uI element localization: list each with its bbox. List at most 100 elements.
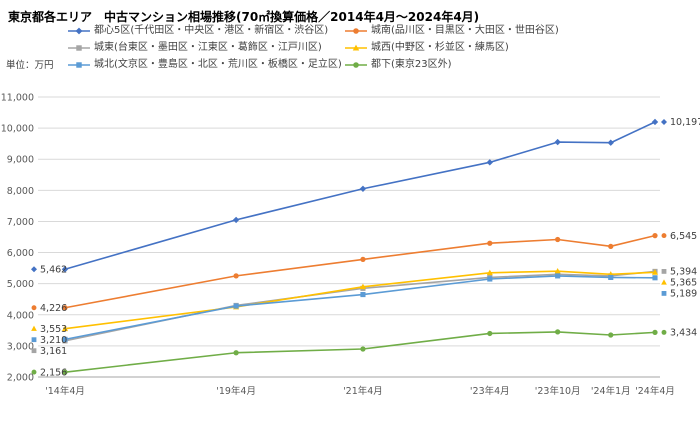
series-3 <box>61 268 659 332</box>
circle-marker-icon <box>555 236 561 243</box>
square-marker-icon <box>62 336 68 342</box>
series-4 <box>62 273 658 342</box>
y-axis-unit-label: 単位：万円 <box>6 60 54 71</box>
y-tick-label: 8,000 <box>7 186 34 197</box>
x-axis-labels: '14年4月 '19年4月 '21年4月 '23年4月 '23年10月 '24年1月 '24… <box>45 385 675 397</box>
square-marker-icon <box>76 62 82 68</box>
legend-item: 城東(台東区・墨田区・江東区・葛飾区・江戸川区) <box>68 42 345 54</box>
series-line <box>64 270 656 342</box>
circle-marker-icon <box>233 273 239 279</box>
x-tick-label: '19年4月 <box>216 385 256 397</box>
series-5 <box>62 329 658 375</box>
legend-label: 城西(中野区・杉並区・練馬区) <box>371 42 509 53</box>
diamond-marker-icon <box>68 27 90 35</box>
start-value-label: 3,210 <box>40 335 67 346</box>
diamond-marker-icon <box>661 118 667 125</box>
triangle-marker-icon <box>661 279 667 285</box>
series-0 <box>61 118 659 273</box>
diamond-marker-icon <box>232 216 240 224</box>
y-tick-label: 4,000 <box>7 310 34 321</box>
y-tick-label: 5,000 <box>7 279 34 290</box>
end-value-label: 6,545 <box>670 231 697 242</box>
diamond-marker-icon <box>75 27 83 35</box>
circle-marker-icon <box>62 369 68 375</box>
triangle-marker-icon <box>352 44 360 51</box>
circle-marker-icon <box>31 369 37 375</box>
series-line <box>64 121 656 271</box>
legend-label: 城東(台東区・墨田区・江東区・葛飾区・江戸川区) <box>94 42 322 53</box>
legend-label: 城南(品川区・目黒区・大田区・世田谷区) <box>371 25 559 36</box>
square-marker-icon <box>661 291 667 296</box>
legend-item: 都心5区(千代田区・中央区・港区・新宿区・渋谷区) <box>68 25 345 37</box>
x-tick-label: '21年4月 <box>343 385 383 397</box>
circle-marker-icon <box>487 240 493 246</box>
legend-item: 城南(品川区・目黒区・大田区・世田谷区) <box>345 25 559 37</box>
diamond-marker-icon <box>651 118 659 126</box>
circle-marker-icon <box>353 62 359 68</box>
end-value-label: 5,394 <box>670 267 697 278</box>
square-marker-icon <box>31 348 37 354</box>
legend-label: 城北(文京区・豊島区・北区・荒川区・板橋区・足立区) <box>94 59 342 70</box>
square-marker-icon <box>31 337 37 343</box>
square-marker-icon <box>233 303 239 309</box>
end-value-label: 3,434 <box>670 328 697 339</box>
circle-marker-icon <box>62 305 68 311</box>
triangle-marker-icon <box>359 283 366 290</box>
gridlines <box>38 96 660 378</box>
circle-marker-icon <box>661 329 667 335</box>
square-marker-icon <box>487 276 493 282</box>
circle-marker-icon <box>233 350 239 356</box>
circle-marker-icon <box>360 256 366 263</box>
square-marker-icon <box>661 269 667 274</box>
y-axis-labels: 2,000 3,000 4,000 5,000 6,000 7,000 8,000 9,000… <box>1 93 34 384</box>
circle-marker-icon <box>360 346 366 352</box>
series-line <box>64 331 656 373</box>
x-tick-label: '23年4月 <box>470 385 510 397</box>
diamond-marker-icon <box>31 266 37 273</box>
chart-title: 東京都各エリア 中古マンション相場推移(70㎡換算価格／2014年4月～2024… <box>8 10 480 24</box>
x-tick-label: '14年4月 <box>45 385 85 397</box>
y-tick-label: 7,000 <box>7 217 34 228</box>
circle-marker-icon <box>345 62 367 68</box>
y-tick-label: 11,000 <box>1 93 34 104</box>
series-line <box>64 275 656 341</box>
diamond-marker-icon <box>486 159 493 166</box>
square-marker-icon <box>652 275 658 281</box>
legend-item: 城西(中野区・杉並区・練馬区) <box>345 42 559 54</box>
diamond-marker-icon <box>607 139 614 146</box>
diamond-marker-icon <box>554 138 561 146</box>
circle-marker-icon <box>487 330 493 337</box>
chart-legend: 都心5区(千代田区・中央区・港区・新宿区・渋谷区) 城南(品川区・目黒区・大田区・… <box>68 25 559 71</box>
triangle-marker-icon <box>61 325 69 332</box>
y-tick-label: 9,000 <box>7 155 34 166</box>
series-line <box>64 270 656 330</box>
x-tick-label: '24年1月 <box>591 385 631 397</box>
y-tick-label: 6,000 <box>7 248 34 259</box>
legend-item: 城北(文京区・豊島区・北区・荒川区・板橋区・足立区) <box>68 59 345 71</box>
start-value-label: 3,553 <box>40 324 67 335</box>
x-tick-label: '23年10月 <box>535 385 581 397</box>
start-value-label: 2,156 <box>40 367 67 378</box>
circle-marker-icon <box>555 329 561 335</box>
circle-marker-icon <box>608 243 614 249</box>
circle-marker-icon <box>608 332 614 338</box>
legend-item: 都下(東京23区外) <box>345 59 559 71</box>
circle-marker-icon <box>661 233 667 239</box>
start-value-label: 5,462 <box>40 264 67 275</box>
end-value-label: 5,365 <box>670 278 697 289</box>
triangle-marker-icon <box>345 44 367 51</box>
square-marker-icon <box>360 291 366 298</box>
triangle-marker-icon <box>31 325 37 331</box>
legend-label: 都下(東京23区外) <box>371 59 452 70</box>
circle-marker-icon <box>345 28 367 34</box>
circle-marker-icon <box>31 305 37 311</box>
y-tick-label: 10,000 <box>1 124 34 135</box>
square-marker-icon <box>68 62 90 68</box>
start-value-label: 4,226 <box>40 303 67 314</box>
legend-label: 都心5区(千代田区・中央区・港区・新宿区・渋谷区) <box>94 25 329 36</box>
triangle-marker-icon <box>554 268 561 274</box>
diamond-marker-icon <box>359 185 367 192</box>
